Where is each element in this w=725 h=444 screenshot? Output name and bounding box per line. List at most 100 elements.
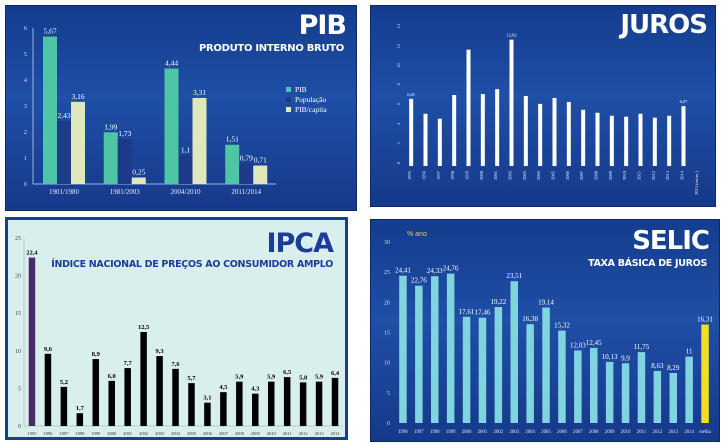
ipca-bar	[172, 368, 179, 426]
selic-x-tick: 2013	[668, 430, 678, 435]
juros-x-tick: 1998	[450, 170, 455, 180]
juros-x-tick: 2002	[508, 171, 513, 180]
juros-data-label: 6,81	[407, 92, 415, 98]
juros-bar	[552, 97, 557, 166]
selic-x-tick: 1998	[430, 430, 440, 435]
ipca-x-tick: 2010	[267, 431, 277, 436]
pib-bar	[239, 163, 254, 184]
pib-legend-swatch	[286, 97, 291, 102]
selic-bar	[558, 330, 566, 423]
juros-bar	[409, 98, 414, 166]
ipca-bar	[267, 381, 275, 426]
ipca-x-tick: 2011	[283, 431, 292, 436]
selic-x-tick: 2014	[684, 430, 694, 435]
ipca-x-tick: 2006	[203, 431, 213, 436]
ipca-y-tick: 15	[15, 311, 21, 317]
juros-y-tick: 10	[396, 63, 401, 68]
pib-x-tick: 1981/2003	[110, 188, 140, 196]
juros-bar	[581, 109, 586, 166]
juros-bar	[452, 95, 457, 166]
selic-bar	[590, 347, 598, 423]
juros-y-tick: 6	[396, 102, 401, 105]
pib-legend-label: PIB	[295, 85, 307, 94]
juros-x-tick: 2012	[651, 171, 656, 180]
pib-data-label: 0,25	[132, 168, 145, 177]
ipca-data-label: 5,9	[235, 374, 244, 381]
pib-data-label: 4,44	[165, 59, 178, 68]
ipca-bar	[156, 356, 163, 426]
ipca-data-label: 12,5	[138, 324, 150, 331]
pib-y-tick: 1	[24, 155, 27, 162]
selic-y-tick: 0	[387, 421, 390, 427]
pib-data-label: 3,31	[193, 88, 206, 97]
pib-legend-swatch	[286, 107, 291, 112]
ipca-bar	[220, 392, 227, 426]
ipca-data-label: 22,4	[26, 250, 38, 257]
pib-bar	[103, 132, 118, 184]
selic-bar	[685, 356, 693, 423]
ipca-data-label: 1,7	[76, 405, 85, 412]
selic-chart: 0 5 10 15 20 25 30 24,41 1996 22,76 1997 24,33 1998 2…	[384, 240, 713, 435]
ipca-x-tick: 1999	[91, 431, 101, 436]
selic-y-tick: 25	[384, 270, 390, 276]
selic-bar	[542, 307, 550, 423]
ipca-bar	[204, 402, 211, 426]
ipca-x-tick: 2007	[219, 431, 229, 436]
juros-x-tick: 2011	[637, 171, 642, 180]
selic-data-label: 16,38	[522, 315, 538, 323]
ipca-data-label: 6,4	[331, 370, 340, 377]
pib-data-label: 1,99	[104, 122, 117, 131]
juros-x-tick: 2008	[594, 170, 599, 180]
selic-bar	[510, 281, 518, 423]
selic-bar	[526, 324, 534, 423]
pib-y-tick: 3	[24, 103, 27, 110]
ipca-x-tick: 2003	[155, 431, 165, 436]
selic-x-tick: 2003	[509, 430, 519, 435]
pib-x-tick: 2004/2010	[171, 188, 201, 196]
ipca-data-label: 6,0	[108, 373, 116, 380]
ipca-bar	[252, 393, 259, 426]
pib-data-label: 2,43	[57, 111, 70, 120]
selic-bar	[478, 317, 487, 423]
pib-x-tick: 2011/2014	[231, 188, 261, 196]
selic-x-tick: 2005	[541, 430, 551, 435]
ipca-data-label: 4,3	[251, 386, 260, 393]
juros-x-tick: 2009	[608, 170, 613, 180]
ipca-x-tick: 2005	[187, 431, 197, 436]
selic-data-label: 8,29	[667, 364, 680, 372]
pib-bar	[192, 97, 207, 184]
ipca-y-tick: 0	[18, 424, 21, 430]
juros-bar	[667, 115, 672, 166]
pib-data-label: 5,67	[43, 27, 56, 36]
pib-y-tick: 0	[24, 181, 27, 188]
ipca-subtitle: ÍNDICE NACIONAL DE PREÇOS AO CONSUMIDOR …	[51, 259, 333, 270]
selic-data-label: 15,32	[554, 322, 570, 330]
selic-data-label: 11,75	[634, 343, 650, 351]
selic-x-tick: média	[699, 430, 712, 435]
ipca-data-label: 7,6	[171, 361, 180, 368]
selic-x-tick: 2008	[589, 430, 599, 435]
selic-data-label: 16,31	[697, 316, 713, 324]
selic-x-tick: 2011	[637, 430, 647, 435]
ipca-data-label: 9,3	[156, 348, 165, 355]
ipca-x-tick: 1997	[59, 431, 69, 436]
selic-x-tick: 2006	[557, 430, 567, 435]
juros-bar	[495, 89, 500, 166]
ipca-x-tick: 2002	[139, 431, 148, 436]
selic-data-label: 12,03	[570, 341, 586, 349]
pib-title: PIB	[298, 10, 347, 41]
pib-bar	[253, 165, 268, 184]
juros-bar	[609, 115, 614, 166]
selic-data-label: 10,13	[602, 353, 618, 361]
selic-y-tick: 15	[384, 331, 390, 337]
juros-title: JUROS	[620, 10, 708, 40]
pib-bar	[117, 139, 132, 184]
selic-data-label: 17,61	[459, 308, 475, 316]
juros-bar	[624, 116, 629, 166]
juros-x-tick: 2004	[536, 170, 541, 180]
selic-bar	[462, 316, 471, 423]
ipca-bar	[108, 380, 115, 426]
ipca-y-tick: 20	[15, 274, 21, 280]
juros-x-tick: 2007	[579, 170, 584, 180]
selic-x-tick: 2007	[573, 430, 583, 435]
